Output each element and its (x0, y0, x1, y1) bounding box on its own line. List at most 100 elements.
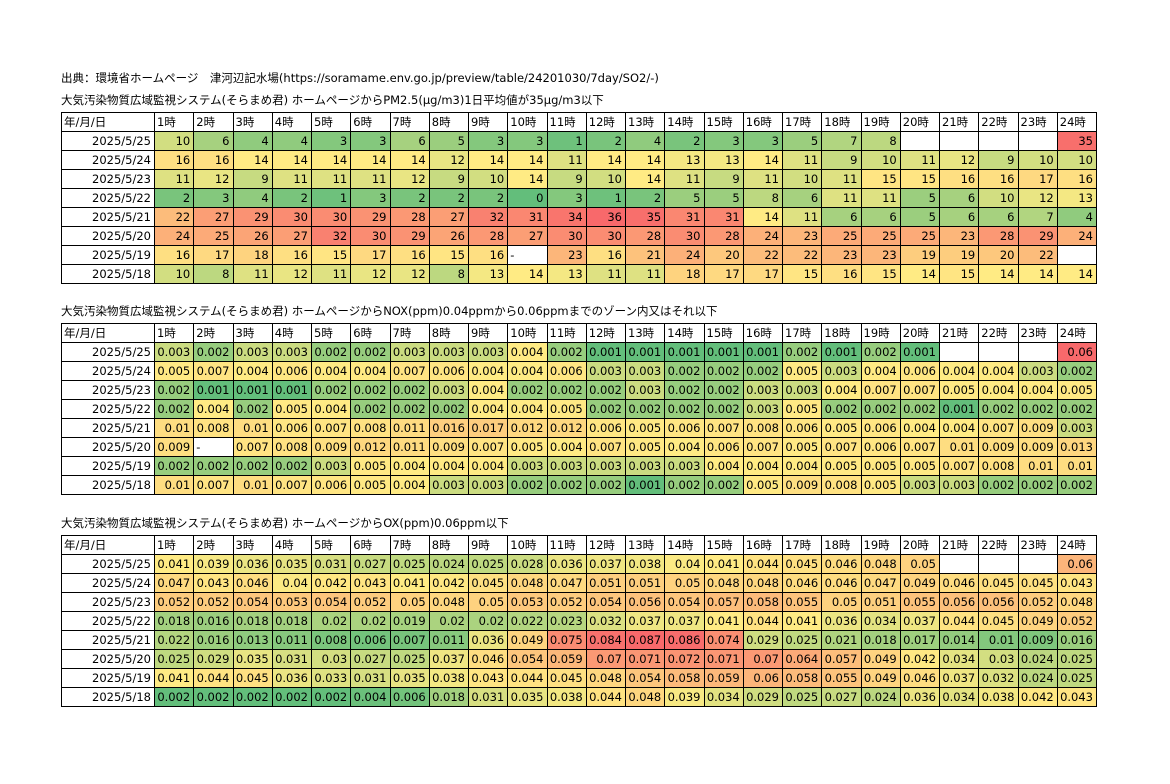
hour-column-header: 18時 (821, 323, 862, 343)
value-cell: 0.037 (624, 611, 666, 631)
value-cell: 0.002 (664, 380, 705, 400)
value-cell: 12 (193, 169, 234, 189)
value-cell: 0.041 (781, 611, 823, 631)
value-cell: 0.04 (271, 573, 313, 593)
value-cell: 0.005 (350, 456, 391, 476)
value-cell: 0.046 (821, 554, 862, 574)
value-cell: 0.009 (153, 437, 195, 457)
hour-column-header: 6時 (350, 323, 391, 343)
value-cell: 0.043 (350, 573, 391, 593)
value-cell: 0.002 (153, 380, 195, 400)
table-row: 2025/5/21 0.022 0.016 0.013 0.011 0.008 0.006 0… (61, 630, 1098, 650)
value-cell: 2 (624, 188, 666, 208)
hour-column-header: 8時 (428, 535, 470, 555)
value-cell: 0.02 (350, 611, 391, 631)
value-cell: 0.002 (585, 475, 627, 495)
hour-column-header: 15時 (703, 535, 744, 555)
hour-column-header: 19時 (860, 535, 901, 555)
value-cell: 0.006 (860, 418, 901, 438)
value-cell: 11 (821, 188, 862, 208)
value-cell: 0.054 (664, 592, 705, 612)
date-cell: 2025/5/20 (61, 226, 155, 246)
value-cell: 0.058 (781, 668, 823, 688)
date-cell: 2025/5/24 (61, 150, 155, 170)
hour-column-header: 18時 (821, 535, 862, 555)
value-cell: 25 (899, 226, 941, 246)
value-cell: 0.041 (703, 554, 744, 574)
hour-column-header: 8時 (428, 112, 470, 132)
value-cell: 34 (546, 207, 587, 227)
value-cell: 0 (507, 188, 548, 208)
value-cell: 0.041 (153, 554, 195, 574)
hour-column-header: 20時 (899, 323, 941, 343)
date-cell: 2025/5/22 (61, 399, 155, 419)
value-cell: 16 (153, 150, 195, 170)
value-cell: 5 (664, 188, 705, 208)
value-cell: 0.054 (310, 592, 352, 612)
value-cell: 6 (860, 207, 901, 227)
value-cell: 8 (742, 188, 784, 208)
value-cell: 14 (1017, 264, 1058, 284)
date-cell: 2025/5/19 (61, 668, 155, 688)
value-cell: 0.008 (193, 418, 234, 438)
value-cell: 0.002 (585, 380, 627, 400)
value-cell: 14 (310, 150, 352, 170)
date-cell: 2025/5/21 (61, 418, 155, 438)
value-cell: 0.004 (467, 361, 509, 381)
nox-table: 年/月/日 1時 2時 3時 4時 5時 6時 7時 8時 9時 10時 11時 12時 13時 14時 15… (61, 323, 1098, 495)
value-cell: 0.042 (899, 649, 941, 669)
value-cell: 0.008 (310, 630, 352, 650)
hour-column-header: 13時 (624, 112, 666, 132)
value-cell: 0.017 (899, 630, 941, 650)
value-cell: 0.017 (467, 418, 509, 438)
value-cell: - (193, 437, 234, 457)
value-cell: 0.004 (821, 380, 862, 400)
value-cell: 0.003 (585, 456, 627, 476)
value-cell: 0.005 (821, 456, 862, 476)
value-cell: 0.006 (585, 418, 627, 438)
ox-table: 年/月/日 1時 2時 3時 4時 5時 6時 7時 8時 9時 10時 11時 12時 13時 14時 15… (61, 535, 1098, 707)
value-cell: 0.029 (193, 649, 234, 669)
value-cell: 0.044 (938, 611, 980, 631)
value-cell: 0.057 (821, 649, 862, 669)
value-cell: 10 (153, 131, 195, 151)
value-cell: 0.037 (664, 611, 705, 631)
value-cell: 3 (193, 188, 234, 208)
value-cell: 17 (742, 264, 784, 284)
value-cell: 0.005 (1056, 380, 1098, 400)
value-cell: 0.006 (350, 630, 391, 650)
date-column-header: 年/月/日 (61, 112, 155, 132)
value-cell: 0.007 (703, 418, 744, 438)
value-cell: 0.002 (860, 342, 901, 362)
table-row: 2025/5/25 0.041 0.039 0.036 0.035 0.031 0.027 0… (61, 554, 1098, 574)
value-cell: 0.046 (821, 573, 862, 593)
value-cell: 0.018 (860, 630, 901, 650)
value-cell: 0.006 (664, 418, 705, 438)
hour-column-header: 5時 (310, 323, 352, 343)
value-cell: 0.031 (271, 649, 313, 669)
value-cell: 0.027 (821, 687, 862, 707)
hour-column-header: 24時 (1056, 535, 1098, 555)
hour-column-header: 8時 (428, 323, 470, 343)
value-cell: 0.035 (507, 687, 548, 707)
hour-column-header: 14時 (664, 323, 705, 343)
value-cell: 0.07 (585, 649, 627, 669)
value-cell: 9 (546, 169, 587, 189)
value-cell: 0.047 (860, 573, 901, 593)
value-cell: 0.006 (428, 361, 470, 381)
hour-column-header: 17時 (781, 535, 823, 555)
value-cell: 2 (389, 188, 430, 208)
value-cell: 23 (860, 245, 901, 265)
value-cell: 0.01 (153, 418, 195, 438)
value-cell: 4 (232, 131, 273, 151)
hour-column-header: 6時 (350, 112, 391, 132)
hour-column-header: 11時 (546, 112, 587, 132)
value-cell: 0.087 (624, 630, 666, 650)
value-cell: 0.004 (350, 361, 391, 381)
value-cell: 6 (193, 131, 234, 151)
value-cell: 23 (938, 226, 980, 246)
value-cell (938, 554, 980, 574)
value-cell: 0.018 (153, 611, 195, 631)
value-cell: 24 (153, 226, 195, 246)
date-cell: 2025/5/23 (61, 592, 155, 612)
